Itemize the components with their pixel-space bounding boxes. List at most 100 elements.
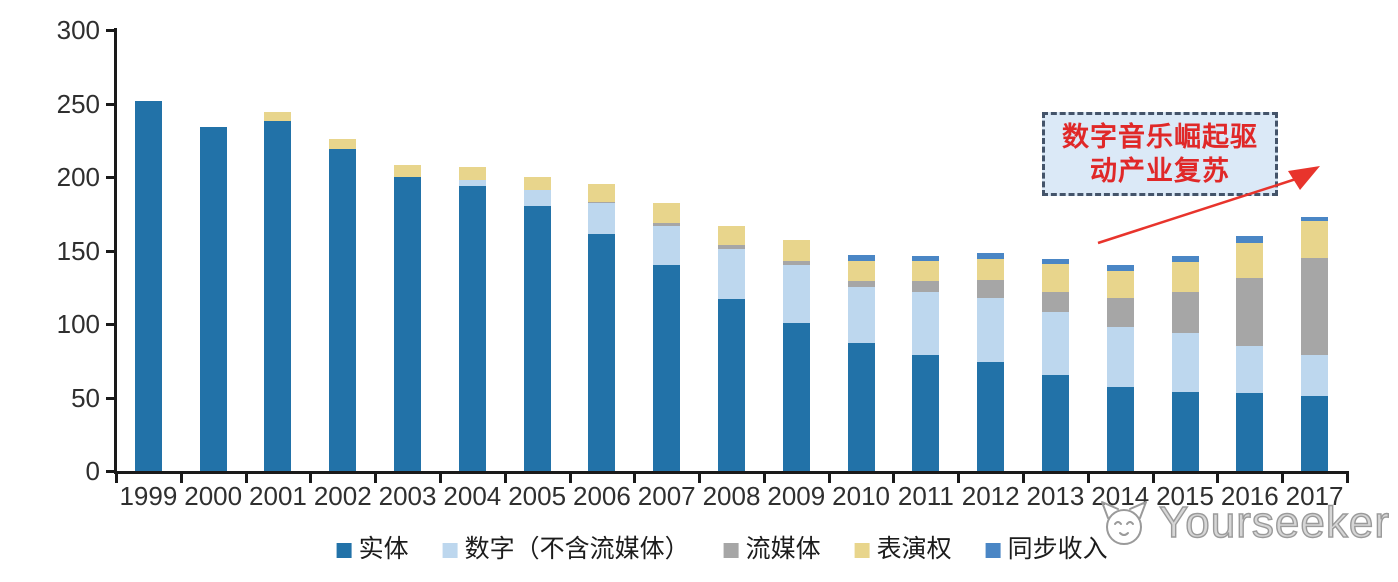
bar-segment-2015 xyxy=(1171,256,1199,263)
x-axis-tick xyxy=(179,474,183,483)
bar-segment-2006 xyxy=(588,203,616,235)
x-axis-tick-label: 2005 xyxy=(508,481,567,511)
x-axis-tick xyxy=(1346,474,1349,483)
bar-segment-2013 xyxy=(1041,375,1069,471)
bar-segment-2009 xyxy=(782,260,810,266)
x-axis-tick-label: 2016 xyxy=(1220,481,1279,511)
y-axis-tick xyxy=(106,249,115,253)
bar-segment-2016 xyxy=(1236,393,1264,471)
bar-segment-2013 xyxy=(1041,312,1069,376)
bar-segment-2011 xyxy=(912,354,940,471)
bar-segment-2011 xyxy=(912,260,940,282)
bar-segment-2016 xyxy=(1236,243,1264,279)
bar-segment-2000 xyxy=(199,127,227,471)
bar-segment-2005 xyxy=(523,190,551,207)
y-axis-tick xyxy=(106,176,115,179)
y-axis-tick xyxy=(106,323,115,326)
bar-segment-2012 xyxy=(977,259,1005,280)
bar-segment-2006 xyxy=(588,201,616,204)
bar-segment-2014 xyxy=(1106,297,1134,327)
bar-segment-2007 xyxy=(653,225,681,266)
legend-label: 表演权 xyxy=(876,536,952,563)
x-axis-tick xyxy=(633,474,637,483)
bar-segment-2003 xyxy=(394,165,422,177)
x-axis-tick-label: 2011 xyxy=(897,481,954,511)
x-axis-tick xyxy=(762,474,766,483)
bar-segment-2010 xyxy=(847,343,875,471)
bar-segment-2003 xyxy=(394,177,422,471)
bar-segment-2012 xyxy=(977,253,1005,260)
bar-segment-2002 xyxy=(329,138,357,150)
bar-segment-2004 xyxy=(458,179,486,186)
x-axis-tick xyxy=(1022,474,1026,483)
x-axis-tick-label: 2006 xyxy=(572,481,631,511)
bar-segment-2005 xyxy=(523,177,551,191)
x-axis-tick-label: 2012 xyxy=(961,481,1020,511)
annotation-arrow xyxy=(1097,166,1320,245)
bar-segment-2010 xyxy=(847,287,875,344)
legend-swatch xyxy=(336,542,352,558)
bar-segment-2010 xyxy=(847,260,875,282)
x-axis-tick xyxy=(244,474,248,483)
bar-segment-2014 xyxy=(1106,387,1134,471)
bar-segment-2013 xyxy=(1041,263,1069,292)
bar-segment-2016 xyxy=(1236,346,1264,394)
bar-segment-2016 xyxy=(1236,278,1264,347)
x-axis-tick-label: 2007 xyxy=(637,481,696,511)
x-axis-tick xyxy=(1281,474,1285,483)
y-axis-tick xyxy=(106,102,115,106)
x-axis-tick xyxy=(309,474,313,483)
x-axis-tick-label: 2013 xyxy=(1026,481,1085,511)
y-axis-tick xyxy=(106,470,115,473)
y-axis-line xyxy=(114,28,117,474)
bar-segment-2008 xyxy=(718,249,745,299)
bar-segment-2006 xyxy=(588,234,616,471)
x-axis-tick xyxy=(827,474,831,483)
annotation-callout: 数字音乐崛起驱 动产业复苏 xyxy=(1042,112,1278,196)
x-axis-tick xyxy=(438,474,442,483)
y-axis-tick xyxy=(106,29,115,32)
bar-segment-2013 xyxy=(1041,259,1069,264)
bar-segment-2017 xyxy=(1301,221,1329,258)
x-axis-tick xyxy=(115,474,118,483)
bar-segment-2013 xyxy=(1041,291,1069,313)
legend-label: 实体 xyxy=(358,536,409,563)
annotation-text-line1: 数字音乐崛起驱 xyxy=(1062,122,1258,152)
bar-segment-2002 xyxy=(329,149,357,471)
x-axis-tick xyxy=(1216,474,1220,483)
bar-segment-2017 xyxy=(1301,257,1329,355)
bar-segment-2012 xyxy=(977,297,1005,363)
x-axis-tick-label: 2002 xyxy=(313,481,372,511)
x-axis-tick-label: 2004 xyxy=(443,481,502,511)
legend-label: 流媒体 xyxy=(745,536,821,563)
bar-segment-2014 xyxy=(1106,326,1134,388)
bar-segment-2007 xyxy=(653,222,681,226)
y-axis-tick-label: 0 xyxy=(85,456,100,486)
legend-swatch xyxy=(723,542,739,558)
x-axis-tick-label: 2008 xyxy=(702,481,761,511)
bar-segment-2006 xyxy=(588,184,616,202)
x-axis-tick xyxy=(698,474,702,483)
legend-label: 同步收入 xyxy=(1007,536,1108,563)
legend-item: 同步收入 xyxy=(985,536,1108,564)
annotation-text-line2: 动产业复苏 xyxy=(1090,156,1230,186)
x-axis-tick-label: 2017 xyxy=(1285,481,1344,511)
x-axis-tick-label: 2003 xyxy=(378,481,437,511)
bar-segment-2014 xyxy=(1106,271,1134,298)
bar-segment-2010 xyxy=(847,254,875,261)
y-axis-tick-label: 100 xyxy=(56,309,100,339)
x-axis-tick xyxy=(892,474,896,483)
bar-segment-2008 xyxy=(718,244,745,250)
x-axis-tick xyxy=(503,474,507,483)
x-axis-tick-label: 2000 xyxy=(184,481,243,511)
bar-segment-2011 xyxy=(912,281,940,292)
y-axis-tick xyxy=(106,396,115,400)
y-axis-tick-label: 50 xyxy=(71,382,100,413)
bar-segment-2015 xyxy=(1171,391,1199,471)
bar-segment-2010 xyxy=(847,281,875,288)
x-axis-tick-label: 2001 xyxy=(249,481,307,511)
chart-legend: 实体 数字（不含流媒体） 流媒体 表演权 同步收入 xyxy=(336,536,1108,564)
bar-segment-2017 xyxy=(1301,216,1329,222)
bar-segment-2011 xyxy=(912,256,940,261)
x-axis-line xyxy=(114,471,1349,474)
